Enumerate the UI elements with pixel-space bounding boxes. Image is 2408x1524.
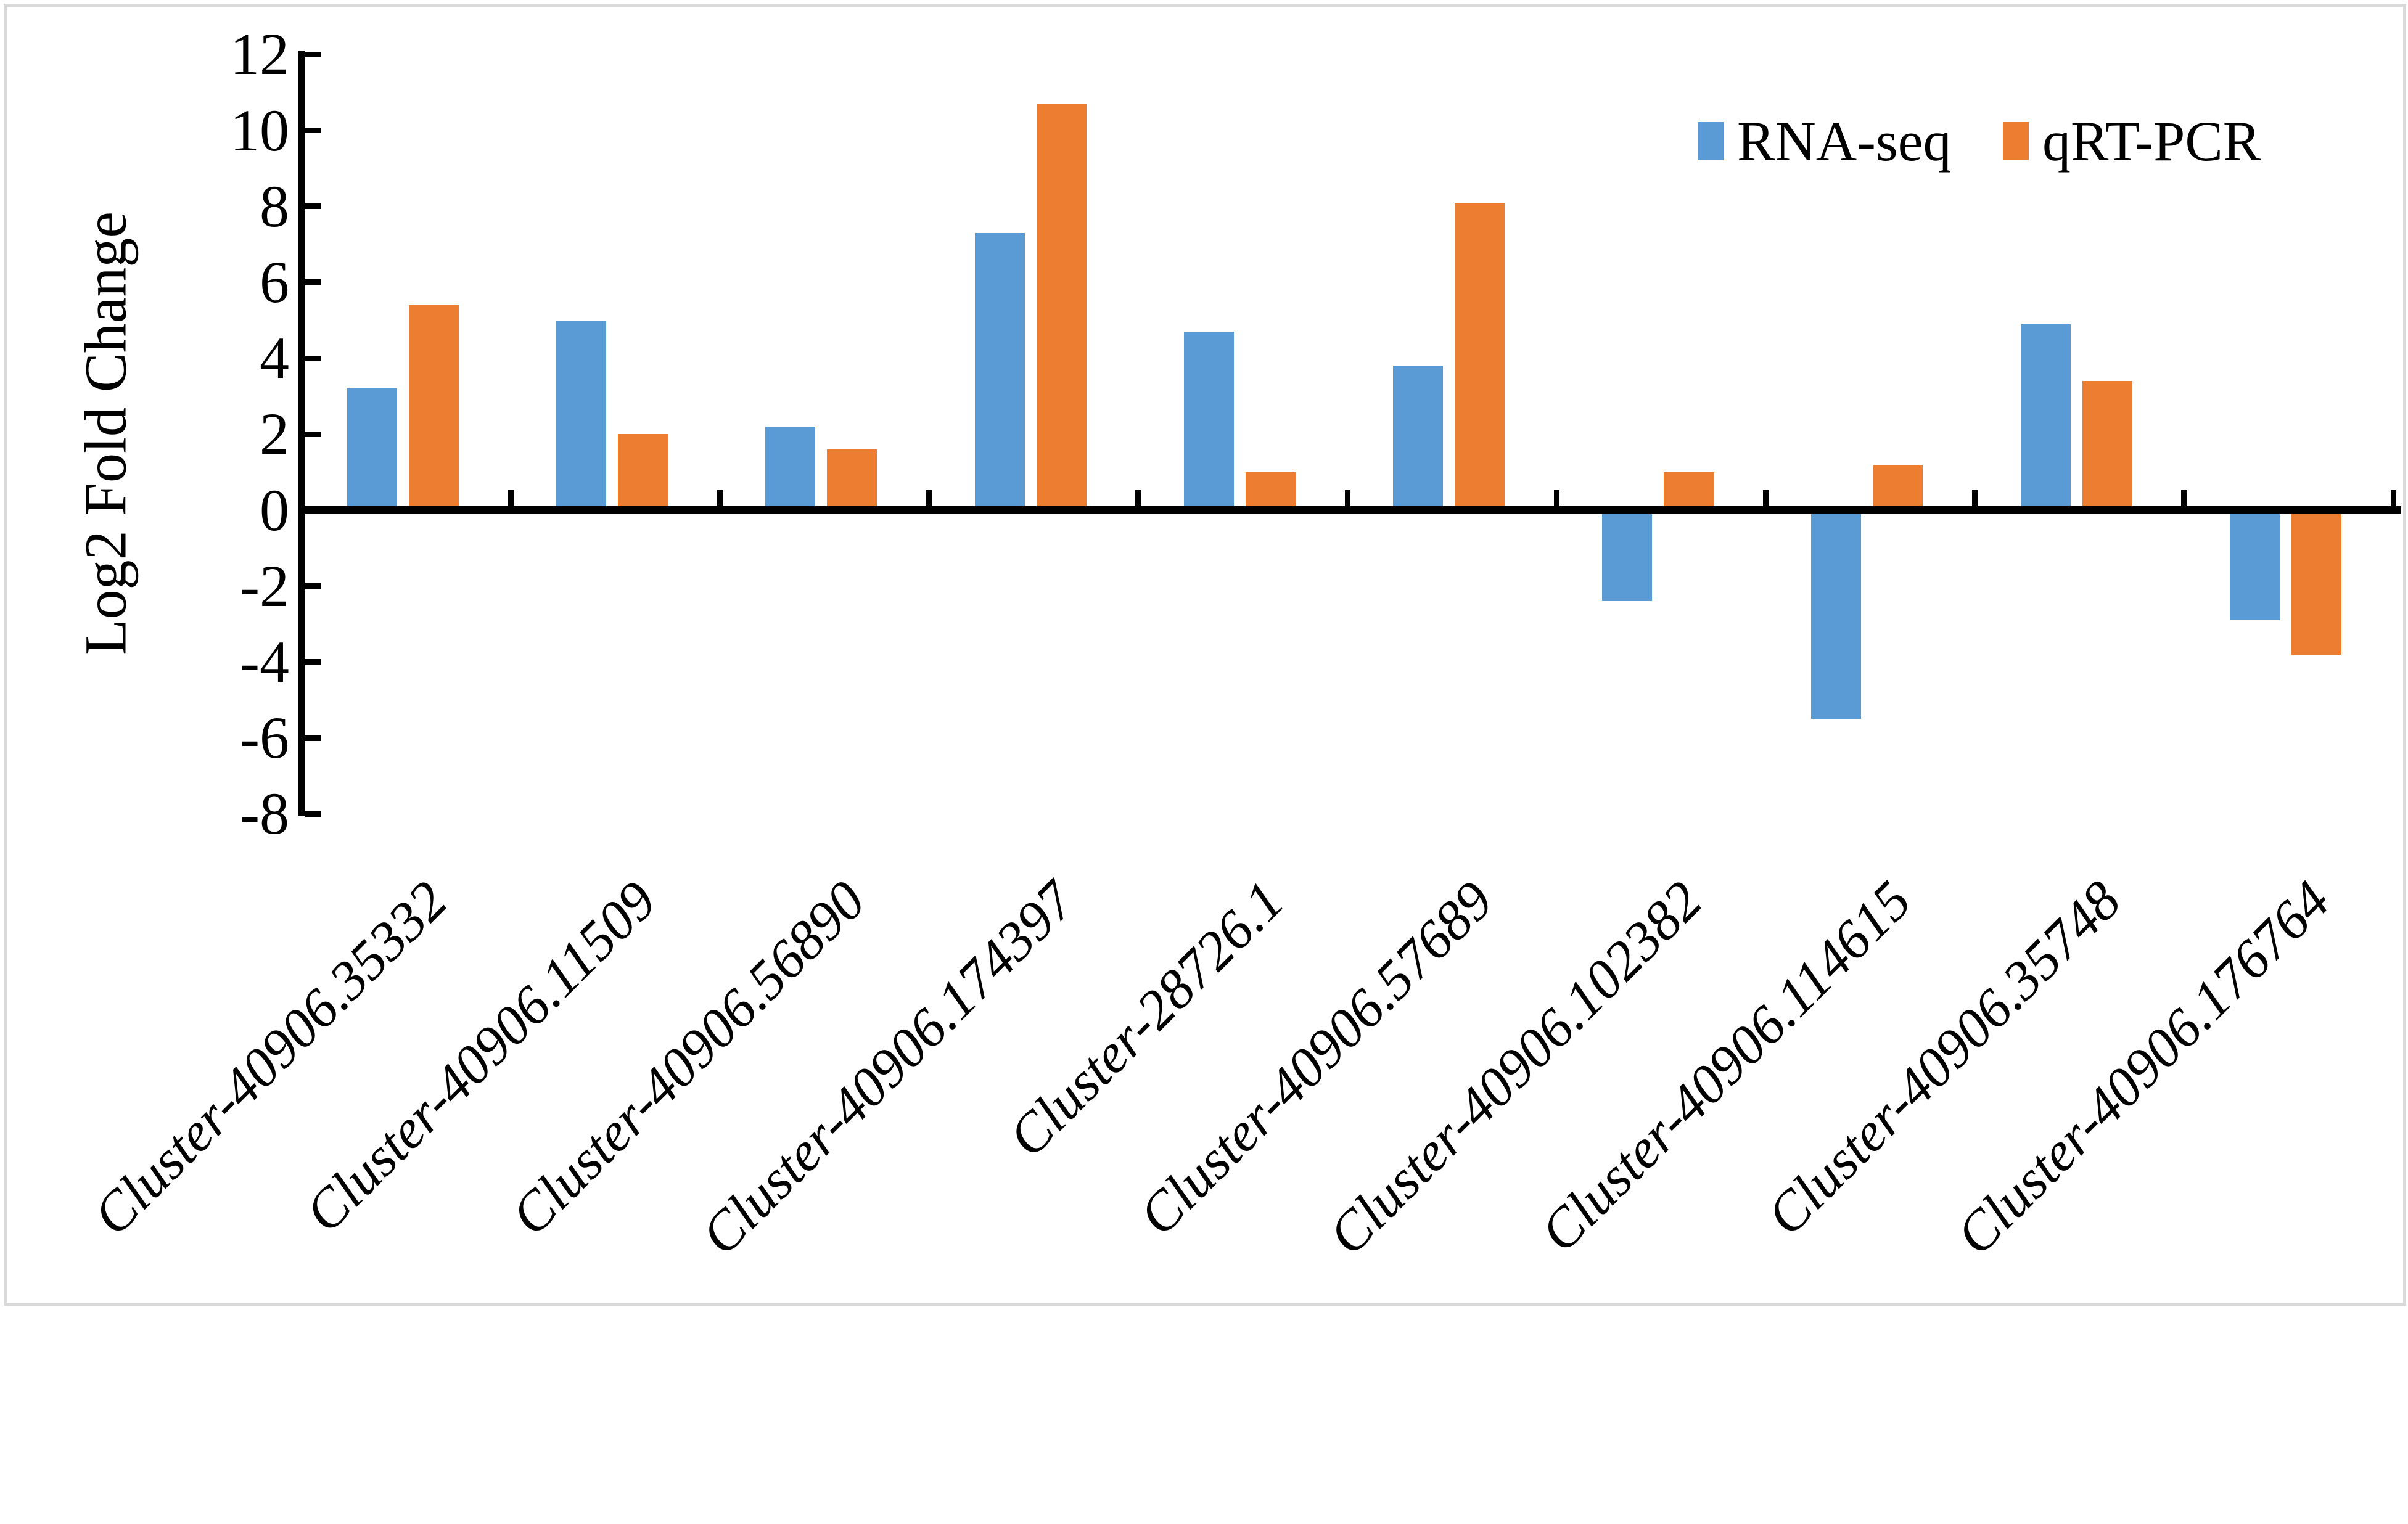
- y-tick-label: -4: [240, 628, 289, 695]
- y-tick-label: -6: [240, 705, 289, 771]
- x-tick: [1972, 490, 1978, 506]
- x-tick: [1135, 490, 1141, 506]
- bar-rna-seq-2: [765, 426, 816, 510]
- y-tick-label: -2: [240, 552, 289, 619]
- y-tick: [305, 279, 321, 285]
- x-tick: [1553, 490, 1559, 506]
- bar-qrt-pcr-6: [1664, 472, 1714, 510]
- bar-rna-seq-5: [1393, 366, 1443, 510]
- y-tick-label: 10: [230, 97, 289, 163]
- bar-qrt-pcr-4: [1245, 472, 1296, 510]
- bar-qrt-pcr-8: [2082, 381, 2132, 510]
- bar-rna-seq-9: [2229, 510, 2280, 621]
- y-tick: [305, 659, 321, 665]
- bar-qrt-pcr-1: [618, 434, 668, 510]
- y-tick: [305, 203, 321, 210]
- bar-qrt-pcr-3: [1036, 104, 1087, 510]
- legend-item-qrt-pcr: qRT-PCR: [2003, 104, 2261, 178]
- legend-label: qRT-PCR: [2042, 110, 2261, 173]
- y-axis-line: [298, 51, 305, 816]
- x-tick: [926, 490, 932, 506]
- legend-item-rna-seq: RNA-seq: [1698, 104, 1952, 178]
- bar-qrt-pcr-2: [827, 449, 877, 510]
- figure-border: Log2 Fold Change 12 10 8 6 4 2 0 -2 -4 -6 -8 Clust…: [4, 4, 2406, 1306]
- y-tick: [305, 128, 321, 133]
- bar-rna-seq-1: [556, 320, 607, 510]
- y-tick: [305, 811, 321, 817]
- bar-rna-seq-0: [347, 388, 397, 510]
- legend-swatch-rna-seq: [1698, 122, 1724, 160]
- x-tick: [507, 490, 514, 506]
- bar-rna-seq-3: [974, 232, 1025, 510]
- legend-swatch-qrt-pcr: [2003, 122, 2029, 160]
- y-tick: [305, 583, 321, 589]
- bar-qrt-pcr-9: [2291, 510, 2341, 655]
- bar-rna-seq-8: [2020, 324, 2071, 510]
- y-tick: [305, 431, 321, 437]
- y-tick-label: 2: [260, 401, 289, 467]
- y-tick-label: 12: [230, 21, 289, 88]
- legend-label: RNA-seq: [1737, 110, 1952, 173]
- x-tick: [1344, 490, 1350, 506]
- bar-rna-seq-4: [1183, 331, 1234, 510]
- x-tick: [2390, 490, 2396, 506]
- bar-qrt-pcr-7: [1873, 464, 1923, 510]
- x-tick: [1762, 490, 1769, 506]
- bar-rna-seq-6: [1602, 510, 1653, 602]
- y-tick-label: -8: [240, 780, 289, 847]
- bar-chart: Log2 Fold Change 12 10 8 6 4 2 0 -2 -4 -6 -8 Clust…: [7, 7, 2403, 1303]
- y-tick: [305, 51, 321, 57]
- x-tick: [717, 490, 723, 506]
- y-tick: [305, 355, 321, 361]
- bar-rna-seq-7: [1811, 510, 1862, 719]
- x-axis-line: [298, 506, 2401, 514]
- y-tick-label: 8: [260, 173, 289, 239]
- y-tick: [305, 735, 321, 741]
- x-tick: [2181, 490, 2187, 506]
- y-tick-label: 4: [260, 325, 289, 391]
- y-tick-label: 0: [260, 477, 289, 543]
- y-tick-label: 6: [260, 248, 289, 315]
- bar-qrt-pcr-0: [409, 305, 459, 510]
- bar-qrt-pcr-5: [1455, 202, 1505, 510]
